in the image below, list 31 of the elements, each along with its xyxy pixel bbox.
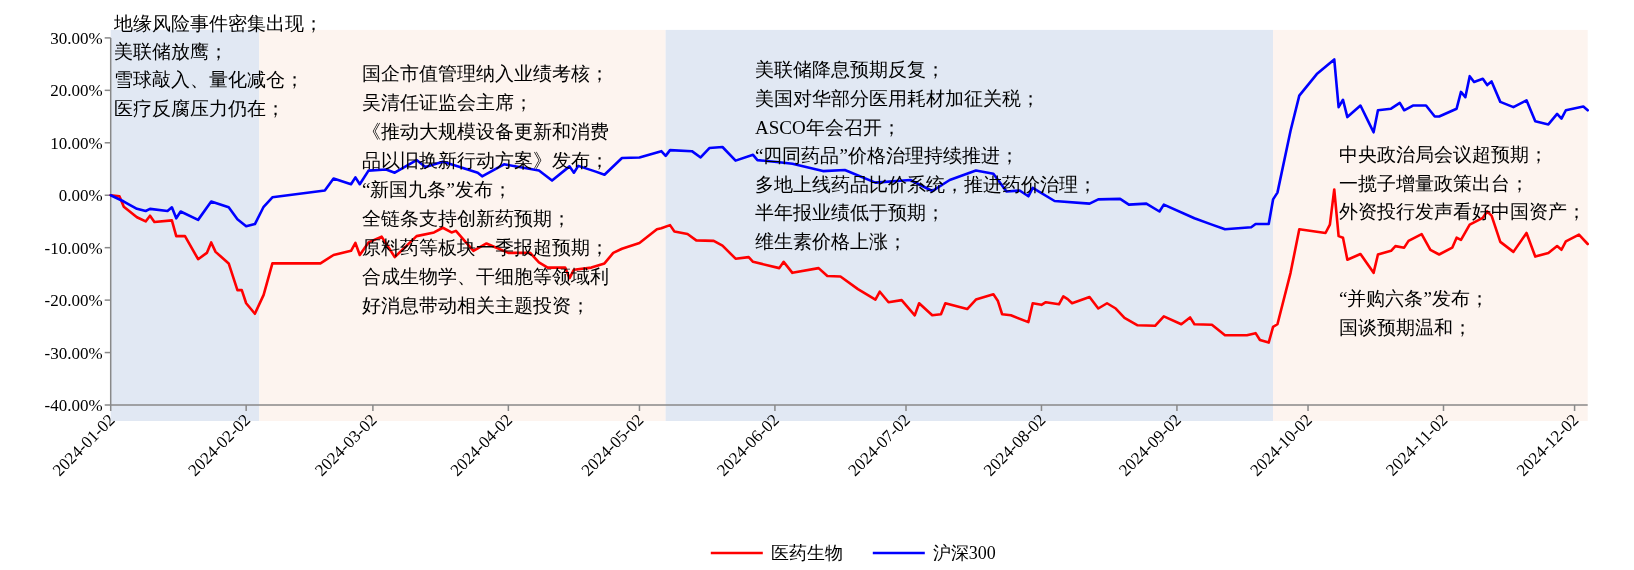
annotation: 《推动大规模设备更新和消费 xyxy=(362,121,609,142)
annotation: 合成生物学、干细胞等领域利 xyxy=(362,266,609,287)
annotation: 维生素价格上涨； xyxy=(755,231,907,252)
annotation: 中央政治局会议超预期； xyxy=(1339,144,1548,165)
annotation: 国谈预期温和； xyxy=(1339,317,1472,338)
y-tick-label: 30.00% xyxy=(50,28,103,48)
legend-label: 沪深300 xyxy=(932,543,996,563)
legend-label: 医药生物 xyxy=(770,543,843,563)
annotation: 一揽子增量政策出台； xyxy=(1339,173,1529,194)
annotation: 半年报业绩低于预期； xyxy=(755,202,945,223)
annotation: 全链条支持创新药预期； xyxy=(362,208,571,229)
y-tick-label: -30.00% xyxy=(44,343,103,363)
annotation: 雪球敲入、量化减仓； xyxy=(114,69,304,90)
annotation: 外资投行发声看好中国资产； xyxy=(1339,201,1586,222)
annotation: 好消息带动相关主题投资； xyxy=(362,295,590,316)
annotation: 美联储放鹰； xyxy=(114,41,228,62)
y-tick-label: -10.00% xyxy=(44,238,103,258)
annotation: “新国九条”发布； xyxy=(362,179,512,200)
annotation: 医疗反腐压力仍在； xyxy=(114,98,285,119)
y-tick-label: 10.00% xyxy=(50,133,103,153)
text: 地缘风险事件密集出现； xyxy=(113,13,323,34)
annotation: ASCO年会召开； xyxy=(755,117,901,138)
annotation: 美联储降息预期反复； xyxy=(755,59,945,80)
annotation: “并购六条”发布； xyxy=(1339,288,1489,309)
y-tick-label: -40.00% xyxy=(44,396,103,415)
annotation: 美国对华部分医用耗材加征关税； xyxy=(755,88,1040,109)
annotation: 国企市值管理纳入业绩考核； xyxy=(362,63,609,84)
y-tick-label: -20.00% xyxy=(44,291,103,311)
y-tick-label: 0.00% xyxy=(58,186,103,206)
annotation: 吴清任证监会主席； xyxy=(362,92,533,113)
y-tick-label: 20.00% xyxy=(50,81,103,101)
